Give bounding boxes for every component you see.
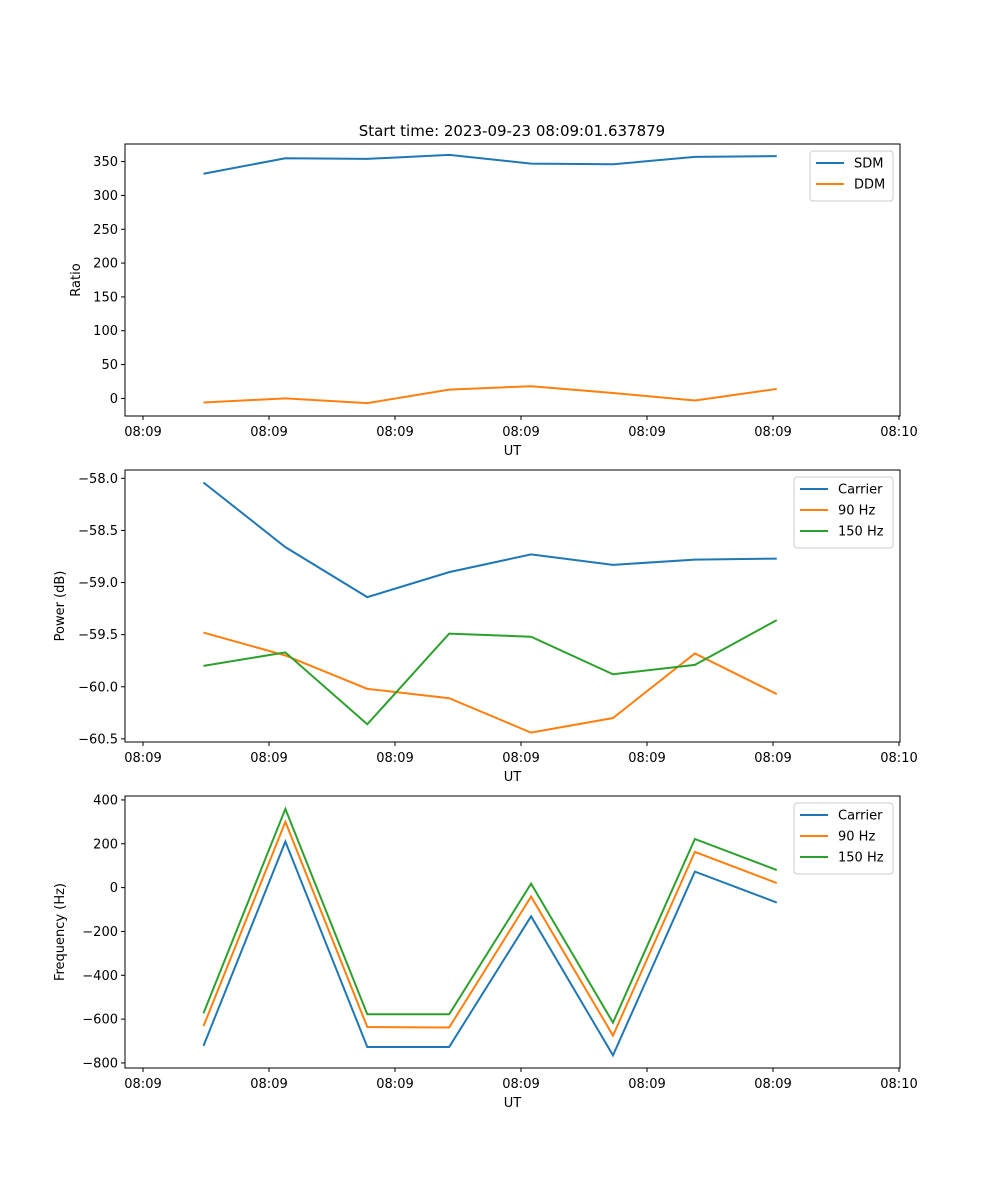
x-axis-label: UT [504,1096,522,1111]
x-tick-label: 08:09 [124,1077,161,1092]
chart-3: 08:09 08:09 08:09 08:09 08:09 08:09 08:10 −800 −… [53,793,918,1111]
x-tick-label: 08:09 [754,1077,791,1092]
figure-title: Start time: 2023-09-23 08:09:01.637879 [359,122,665,140]
y-tick-label: −200 [82,925,118,940]
x-axis-label: UT [504,444,522,459]
series-line-150-hz [202,806,778,1025]
x-tick-label: 08:10 [880,425,917,440]
legend-label-carrier: Carrier [838,809,883,824]
legend-label-150-hz: 150 Hz [838,525,884,540]
x-tick-label: 08:09 [376,751,413,766]
legend-label-90-hz: 90 Hz [838,504,875,519]
axes-frame [124,795,901,1069]
x-tick-label: 08:09 [754,425,791,440]
series-line-ddm [203,385,777,405]
x-tick-label: 08:09 [250,751,287,766]
y-tick-label: 400 [93,793,118,808]
y-axis-label: Power (dB) [53,571,68,642]
x-tick-label: 08:09 [628,1077,665,1092]
x-tick-label: 08:10 [880,1077,917,1092]
x-tick-label: 08:09 [628,425,665,440]
legend-label-sdm: SDM [854,157,883,172]
y-axis-label: Frequency (Hz) [53,883,68,981]
x-tick-label: 08:09 [754,751,791,766]
y-tick-label: −58.5 [78,524,118,539]
chart-1: 08:09 08:09 08:09 08:09 08:09 08:09 08:10 0 50 10… [69,143,918,459]
y-tick-label: −600 [82,1013,118,1028]
x-tick-label: 08:09 [250,425,287,440]
legend: SDM DDM [809,150,894,202]
y-tick-label: −800 [82,1056,118,1071]
y-tick-label: −400 [82,969,118,984]
y-tick-label: 100 [93,324,118,339]
series-line-150-hz [203,619,778,726]
x-tick-label: 08:09 [502,751,539,766]
x-tick-label: 08:09 [124,751,161,766]
legend: Carrier 90 Hz 150 Hz [793,802,894,875]
legend-label-150-hz: 150 Hz [838,851,884,866]
y-tick-label: −59.0 [78,576,118,591]
y-tick-label: −58.0 [78,472,118,487]
x-tick-label: 08:09 [502,1077,539,1092]
y-tick-label: 300 [93,189,118,204]
x-axis-label: UT [504,770,522,785]
series-line-90-hz [202,819,778,1038]
x-tick-label: 08:09 [250,1077,287,1092]
y-tick-label: 50 [101,358,118,373]
chart-2: 08:09 08:09 08:09 08:09 08:09 08:09 08:10 −60.5… [53,469,918,785]
y-tick-label: 150 [93,290,118,305]
y-tick-label: −59.5 [78,628,118,643]
y-tick-label: −60.0 [78,680,118,695]
series-line-carrier [202,481,777,599]
series-line-90-hz [203,631,778,734]
x-tick-label: 08:09 [376,1077,413,1092]
y-tick-label: 200 [93,837,118,852]
x-tick-label: 08:09 [124,425,161,440]
y-tick-label: −60.5 [78,732,118,747]
y-tick-label: 0 [110,881,118,896]
y-axis-label: Ratio [69,263,84,296]
y-tick-label: 0 [110,392,118,407]
x-tick-label: 08:10 [880,751,917,766]
series-line-carrier [202,838,778,1058]
series-line-sdm [203,153,777,175]
legend-label-ddm: DDM [854,178,885,193]
legend: Carrier 90 Hz 150 Hz [793,476,894,549]
x-tick-label: 08:09 [502,425,539,440]
y-tick-label: 350 [93,155,118,170]
x-tick-label: 08:09 [376,425,413,440]
y-tick-label: 200 [93,257,118,272]
y-tick-label: 250 [93,223,118,238]
legend-label-carrier: Carrier [838,483,883,498]
axes-frame [124,143,901,417]
axes-frame [124,469,901,743]
x-tick-label: 08:09 [628,751,665,766]
plot-area: 08:09 08:09 08:09 08:09 08:09 08:09 08:10 0 50 10… [53,143,918,1111]
legend-label-90-hz: 90 Hz [838,830,875,845]
